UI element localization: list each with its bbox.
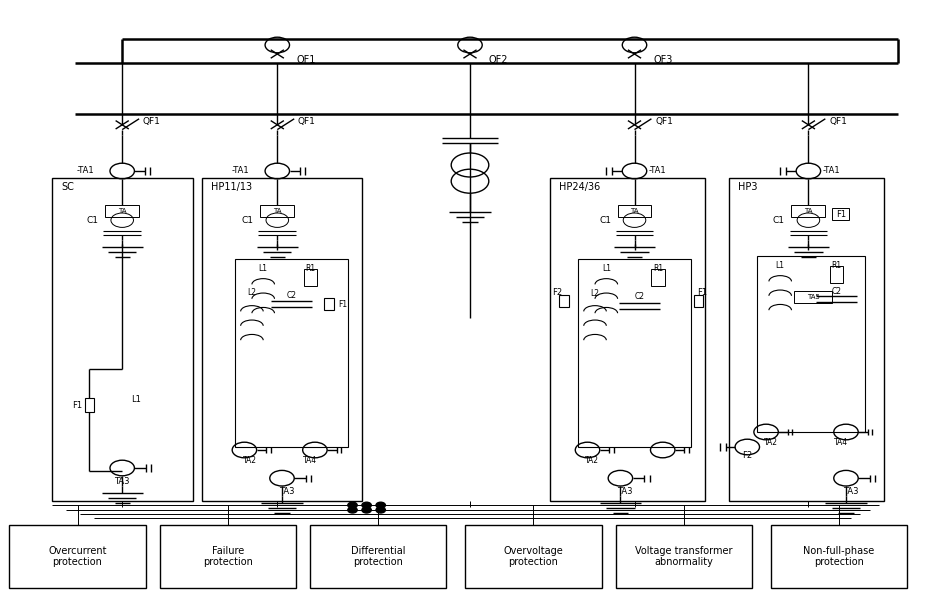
Bar <box>832 208 849 220</box>
Text: R1: R1 <box>306 263 315 272</box>
Text: Overcurrent
protection: Overcurrent protection <box>48 546 107 568</box>
Text: -TA1: -TA1 <box>649 166 666 175</box>
Text: QF1: QF1 <box>296 55 316 65</box>
Bar <box>160 525 296 588</box>
Bar <box>616 525 752 588</box>
Bar <box>310 525 446 588</box>
Circle shape <box>348 502 357 508</box>
Bar <box>235 259 348 447</box>
Bar <box>618 205 651 217</box>
Text: TA: TA <box>273 208 282 214</box>
Text: L1: L1 <box>132 395 142 403</box>
Text: SC: SC <box>61 182 74 192</box>
Bar <box>260 205 294 217</box>
Text: QF3: QF3 <box>653 55 673 65</box>
Text: Voltage transformer
abnormality: Voltage transformer abnormality <box>635 546 732 568</box>
Text: R1: R1 <box>653 263 663 272</box>
Text: QF1: QF1 <box>829 117 847 126</box>
Text: F2: F2 <box>553 287 562 296</box>
Text: TA5: TA5 <box>807 294 820 300</box>
Bar <box>757 256 865 432</box>
Bar <box>52 178 193 501</box>
Circle shape <box>376 502 385 508</box>
Bar <box>559 295 569 307</box>
Text: C1: C1 <box>599 215 611 224</box>
Text: F1: F1 <box>837 209 846 218</box>
Text: Non-full-phase
protection: Non-full-phase protection <box>804 546 874 568</box>
Text: TA: TA <box>804 208 813 214</box>
Text: C2: C2 <box>287 290 296 299</box>
Text: TA3: TA3 <box>843 487 858 496</box>
Bar <box>771 525 907 588</box>
Bar <box>202 178 362 501</box>
Bar <box>578 259 691 447</box>
Text: C2: C2 <box>832 287 841 296</box>
Text: TA: TA <box>118 208 127 214</box>
Text: L2: L2 <box>590 289 600 298</box>
Text: HP3: HP3 <box>738 182 758 192</box>
Text: QF1: QF1 <box>655 117 673 126</box>
Text: TA3: TA3 <box>115 476 130 486</box>
Bar <box>550 178 705 501</box>
Text: Overvoltage
protection: Overvoltage protection <box>504 546 563 568</box>
Bar <box>694 295 703 307</box>
Text: TA4: TA4 <box>303 456 318 466</box>
Bar <box>728 178 884 501</box>
Circle shape <box>362 502 371 508</box>
Text: TA2: TA2 <box>586 456 599 466</box>
Text: QF1: QF1 <box>143 117 161 126</box>
Circle shape <box>348 507 357 513</box>
Text: Differential
protection: Differential protection <box>352 546 405 568</box>
Text: C1: C1 <box>86 215 99 224</box>
Text: HP24/36: HP24/36 <box>559 182 601 192</box>
Text: L1: L1 <box>776 260 785 270</box>
Text: -TA1: -TA1 <box>822 166 840 175</box>
Text: TA3: TA3 <box>279 487 294 496</box>
Text: TA2: TA2 <box>243 456 257 466</box>
Text: -TA1: -TA1 <box>231 166 249 175</box>
Text: -TA1: -TA1 <box>76 166 94 175</box>
Text: QF2: QF2 <box>489 55 509 65</box>
Text: TA4: TA4 <box>834 438 849 447</box>
Bar <box>830 266 843 283</box>
Bar <box>304 269 317 286</box>
Bar <box>794 291 832 303</box>
Bar <box>651 269 665 286</box>
Text: F1: F1 <box>697 287 707 296</box>
Text: R1: R1 <box>832 260 841 270</box>
Text: F2: F2 <box>743 451 752 461</box>
Text: TA3: TA3 <box>618 487 633 496</box>
Text: TA: TA <box>630 208 639 214</box>
Bar <box>9 525 146 588</box>
Text: L1: L1 <box>602 263 611 272</box>
Circle shape <box>376 507 385 513</box>
Bar <box>324 298 334 310</box>
Bar <box>85 398 94 412</box>
Bar <box>791 205 825 217</box>
Text: Failure
protection: Failure protection <box>203 546 253 568</box>
Text: C1: C1 <box>242 215 254 224</box>
Text: C1: C1 <box>773 215 785 224</box>
Text: F1: F1 <box>338 299 348 308</box>
Text: F1: F1 <box>72 401 82 409</box>
Bar <box>105 205 139 217</box>
Text: HP11/13: HP11/13 <box>212 182 253 192</box>
Text: L2: L2 <box>247 287 257 296</box>
Bar <box>465 525 602 588</box>
Text: L1: L1 <box>258 263 268 272</box>
Text: C2: C2 <box>634 292 644 301</box>
Text: TA2: TA2 <box>764 438 777 447</box>
Circle shape <box>362 507 371 513</box>
Text: QF1: QF1 <box>298 117 316 126</box>
